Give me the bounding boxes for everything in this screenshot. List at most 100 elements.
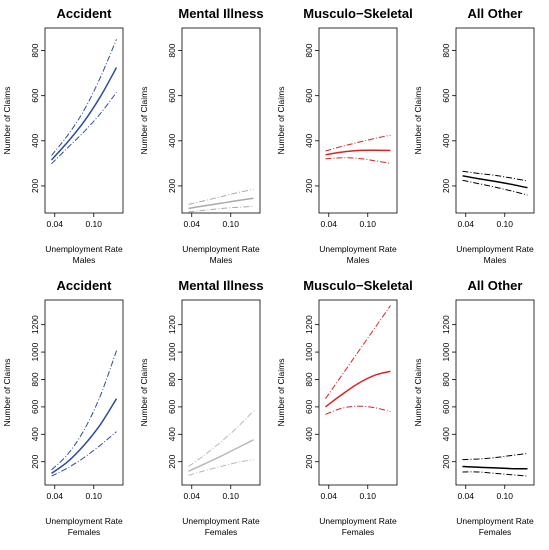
x-tick-label: 0.10 [222,491,239,501]
upper-bound-line [188,188,254,205]
fitted-line [325,370,391,408]
lower-bound-line [462,471,528,477]
chart-panel-7: Musculo−Skeletal 200 400 600 800 1000 1200 0.04… [276,278,413,537]
fitted-line [462,465,528,470]
y-tick-label: 800 [167,372,177,386]
y-tick-label: 400 [30,133,40,147]
y-tick-label: 600 [441,400,451,414]
x-tick-label: 0.04 [46,491,63,501]
y-tick-label: 600 [167,400,177,414]
y-tick-label: 200 [441,179,451,193]
y-tick-label: 800 [30,372,40,386]
panel-title: Accident [57,278,113,293]
fitted-line [325,149,391,156]
y-tick-label: 1000 [304,342,314,361]
y-tick-label: 200 [167,454,177,468]
x-axis-label: Unemployment Rate [182,516,260,526]
y-tick-label: 600 [304,400,314,414]
chart-panel-1: Accident 200 400 600 800 0.04 0.10 Unemployment… [2,6,124,265]
panel-title: All Other [468,6,523,21]
y-tick-label: 200 [304,179,314,193]
y-tick-label: 400 [304,133,314,147]
y-tick-label: 400 [30,427,40,441]
y-tick-label: 800 [304,43,314,57]
chart-panel-3: Musculo−Skeletal 200 400 600 800 0.04 0.10 Unem… [276,6,413,265]
x-tick-label: 0.10 [359,491,376,501]
x-axis-label: Unemployment Rate [319,516,397,526]
plot-frame [44,299,124,486]
upper-bound-line [51,39,117,156]
upper-bound-line [462,453,528,461]
x-axis-sublabel: Males [347,255,370,265]
x-axis-label: Unemployment Rate [182,244,260,254]
upper-bound-line [188,410,254,467]
y-tick-label: 800 [441,43,451,57]
y-tick-label: 400 [441,427,451,441]
y-tick-label: 1000 [30,342,40,361]
y-tick-label: 400 [304,427,314,441]
panel-title: Accident [57,6,113,21]
panel-title: Mental Illness [178,6,263,21]
y-axis-label: Number of Claims [2,358,12,426]
fitted-line [50,67,118,161]
x-axis-sublabel: Males [73,255,96,265]
lower-bound-line [325,405,391,415]
x-tick-label: 0.04 [46,219,63,229]
panel-title: Mental Illness [178,278,263,293]
upper-bound-line [51,350,117,471]
panel-title: Musculo−Skeletal [303,278,412,293]
lower-bound-line [51,431,117,477]
y-tick-label: 600 [30,400,40,414]
chart-panel-2: Mental Illness 200 400 600 800 0.04 0.10 Unempl… [139,6,264,265]
x-tick-label: 0.04 [183,491,200,501]
y-tick-label: 1200 [304,315,314,334]
panel-title: Musculo−Skeletal [303,6,412,21]
y-axis-label: Number of Claims [276,86,286,154]
upper-bound-line [325,305,391,399]
y-tick-label: 800 [30,43,40,57]
x-tick-label: 0.04 [457,491,474,501]
y-tick-label: 400 [441,133,451,147]
x-axis-sublabel: Males [210,255,233,265]
y-tick-label: 400 [167,427,177,441]
lower-bound-line [462,179,528,196]
fitted-line [188,439,254,472]
y-axis-label: Number of Claims [276,358,286,426]
lower-bound-line [325,157,391,164]
y-tick-label: 400 [167,133,177,147]
y-tick-label: 1200 [441,315,451,334]
plot-frame [318,299,398,486]
plot-frame [318,27,398,214]
y-tick-label: 800 [304,372,314,386]
y-axis-label: Number of Claims [139,358,149,426]
upper-bound-line [462,170,528,182]
x-tick-label: 0.10 [85,219,102,229]
y-tick-label: 1200 [30,315,40,334]
lower-bound-line [188,459,254,476]
y-tick-label: 600 [30,88,40,102]
lower-bound-line [51,92,117,165]
x-axis-label: Unemployment Rate [456,516,534,526]
x-tick-label: 0.10 [496,219,513,229]
x-tick-label: 0.04 [320,491,337,501]
fitted-line [462,175,528,189]
x-axis-sublabel: Males [484,255,507,265]
y-tick-label: 800 [441,372,451,386]
plot-frame [44,27,124,214]
fitted-line [188,197,254,210]
x-axis-label: Unemployment Rate [45,516,123,526]
x-tick-label: 0.10 [496,491,513,501]
y-axis-label: Number of Claims [2,86,12,154]
chart-panel-4: All Other 200 400 600 800 0.04 0.10 Unemploymen… [413,6,535,265]
x-tick-label: 0.04 [183,219,200,229]
y-tick-label: 600 [167,88,177,102]
x-tick-label: 0.04 [457,219,474,229]
plot-frame [181,299,261,486]
panel-title: All Other [468,278,523,293]
x-tick-label: 0.10 [222,219,239,229]
y-tick-label: 200 [167,179,177,193]
x-axis-label: Unemployment Rate [45,244,123,254]
plot-frame [181,27,261,214]
x-tick-label: 0.10 [85,491,102,501]
x-tick-label: 0.04 [320,219,337,229]
